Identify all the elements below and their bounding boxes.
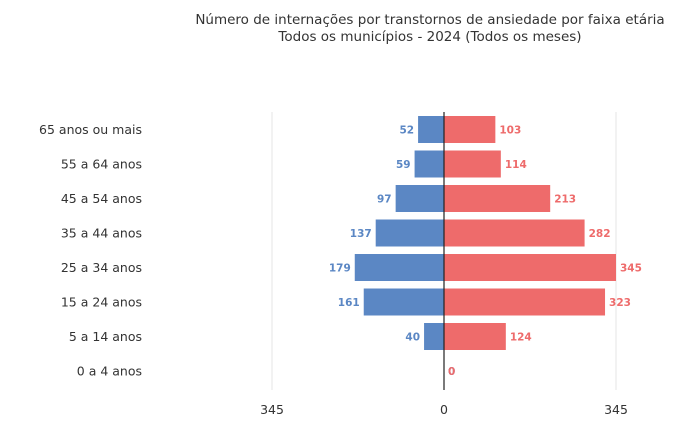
value-label-left: 137 bbox=[350, 228, 372, 240]
bar-left bbox=[354, 254, 444, 281]
value-label-left: 40 bbox=[405, 332, 420, 344]
bar-right bbox=[444, 323, 506, 350]
grid-layer bbox=[271, 112, 617, 390]
x-tick-label: 345 bbox=[604, 402, 628, 417]
chart-subtitle: Todos os municípios - 2024 (Todos os mes… bbox=[278, 29, 582, 45]
bar-left bbox=[395, 185, 444, 212]
category-label: 25 a 34 anos bbox=[61, 260, 142, 275]
value-label-right: 124 bbox=[510, 332, 532, 344]
axis-layer: 345 0 345 bbox=[260, 112, 628, 417]
value-label-left: 161 bbox=[338, 297, 360, 309]
x-tick-label: 0 bbox=[440, 402, 448, 417]
bar-right bbox=[444, 116, 496, 143]
value-label-left: 0 bbox=[448, 366, 455, 378]
category-label: 5 a 14 anos bbox=[69, 329, 142, 344]
chart-header: Número de internações por transtornos de… bbox=[180, 12, 680, 46]
label-layer: 65 anos ou mais 52 103 55 a 64 anos 59 114 45 … bbox=[39, 122, 642, 379]
value-label-right: 345 bbox=[620, 263, 642, 275]
bar-right bbox=[444, 219, 585, 247]
bar-left bbox=[418, 116, 444, 143]
value-label-left: 97 bbox=[377, 194, 392, 206]
bar-left bbox=[363, 288, 444, 316]
bar-right bbox=[444, 150, 501, 178]
bar-left bbox=[375, 219, 444, 247]
bar-left bbox=[414, 150, 444, 178]
x-tick-label: 345 bbox=[260, 402, 284, 417]
bar-right bbox=[444, 254, 616, 281]
category-label: 45 a 54 anos bbox=[61, 191, 142, 206]
value-label-right: 282 bbox=[589, 228, 611, 240]
category-label: 55 a 64 anos bbox=[61, 157, 142, 172]
bar-right bbox=[444, 288, 606, 316]
value-label-right: 114 bbox=[505, 159, 527, 171]
category-label: 15 a 24 anos bbox=[61, 295, 142, 310]
value-label-right: 103 bbox=[499, 125, 521, 137]
value-label-right: 0 bbox=[448, 366, 455, 378]
value-label-right: 323 bbox=[609, 297, 631, 309]
value-label-left: 52 bbox=[399, 125, 414, 137]
category-label: 35 a 44 anos bbox=[61, 226, 142, 241]
category-label: 0 a 4 anos bbox=[77, 364, 142, 379]
chart-title: Número de internações por transtornos de… bbox=[195, 12, 665, 28]
value-label-left: 179 bbox=[329, 263, 351, 275]
value-label-right: 213 bbox=[554, 194, 576, 206]
bar-left bbox=[424, 323, 444, 350]
bar-layer bbox=[354, 116, 616, 350]
category-label: 65 anos ou mais bbox=[39, 122, 142, 137]
value-label-left: 59 bbox=[396, 159, 411, 171]
bar-right bbox=[444, 185, 551, 212]
